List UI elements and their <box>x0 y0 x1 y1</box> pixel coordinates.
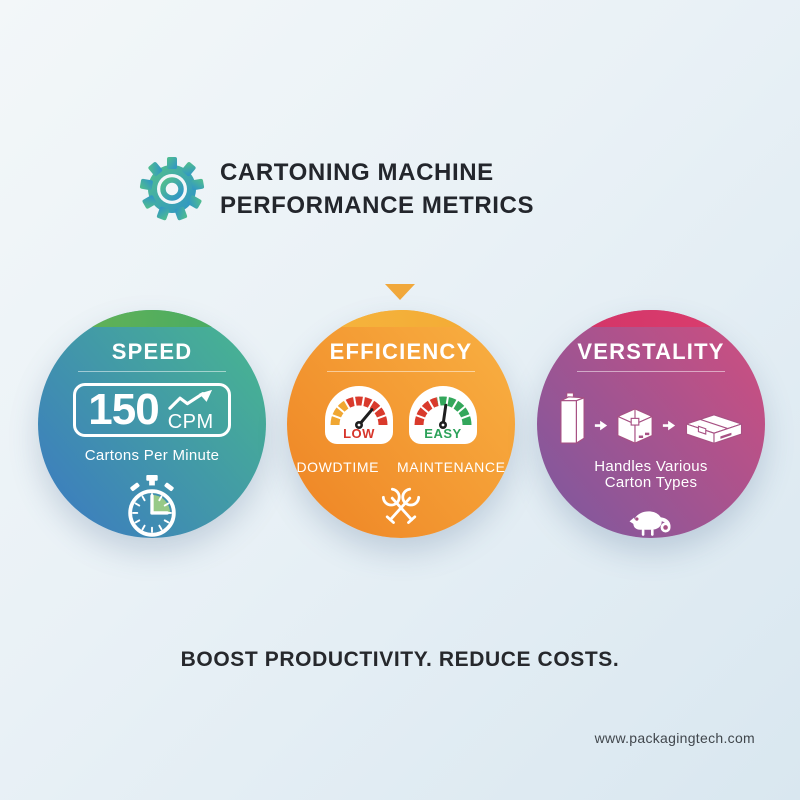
speed-value-box: 150 CPM <box>73 382 231 438</box>
page-title: CARTONING MACHINE PERFORMANCE METRICS <box>220 156 534 222</box>
speed-title: SPEED <box>111 339 193 364</box>
efficiency-circle-cap <box>287 310 515 327</box>
divider <box>577 371 725 372</box>
triangle-down-pointer <box>385 284 415 300</box>
title-line-1: CARTONING MACHINE <box>220 159 494 186</box>
tagline: BOOST PRODUCTIVITY. REDUCE COSTS. <box>180 648 620 671</box>
tall-carton-icon <box>559 392 585 444</box>
divider <box>78 371 226 372</box>
metric-downtime: DOWDTIME <box>296 459 380 475</box>
flat-carton-icon <box>685 414 742 444</box>
metric-maintenance: MAINTENANCE <box>397 459 506 475</box>
crossed-tools-icon <box>381 487 421 524</box>
trend-up-icon <box>168 389 212 410</box>
speed-circle-cap <box>38 310 266 327</box>
gauge-low-icon: LOW <box>325 386 393 444</box>
arrow-right-icon <box>594 420 607 431</box>
cube-carton-icon <box>616 408 653 444</box>
versatility-circle-cap <box>537 310 765 327</box>
gauge-low-label: LOW <box>343 426 375 441</box>
gauge-easy-icon: EASY <box>409 386 477 444</box>
header: CARTONING MACHINE PERFORMANCE METRICS <box>139 156 534 222</box>
speed-value: 150 <box>88 385 159 435</box>
stopwatch-icon <box>128 475 176 538</box>
efficiency-circle: EFFICIENCY LOW <box>287 310 515 538</box>
title-line-2: PERFORMANCE METRICS <box>220 192 535 219</box>
divider <box>327 371 475 372</box>
versatility-caption: Handles Various Carton Types <box>594 457 708 492</box>
speed-circle: SPEED 150 CPM Cartons Per Minute <box>38 310 266 538</box>
speed-unit: CPM <box>167 410 214 433</box>
website-url: www.packagingtech.com <box>594 730 755 746</box>
versatility-circle: VERSTALITY <box>537 310 765 538</box>
gauge-easy-label: EASY <box>424 426 462 441</box>
versatility-title: VERSTALITY <box>577 339 725 364</box>
arrow-right-icon <box>662 420 675 431</box>
speed-caption: Cartons Per Minute <box>84 447 220 465</box>
chameleon-icon <box>629 511 671 536</box>
efficiency-title: EFFICIENCY <box>329 339 473 364</box>
gear-icon <box>139 157 205 221</box>
